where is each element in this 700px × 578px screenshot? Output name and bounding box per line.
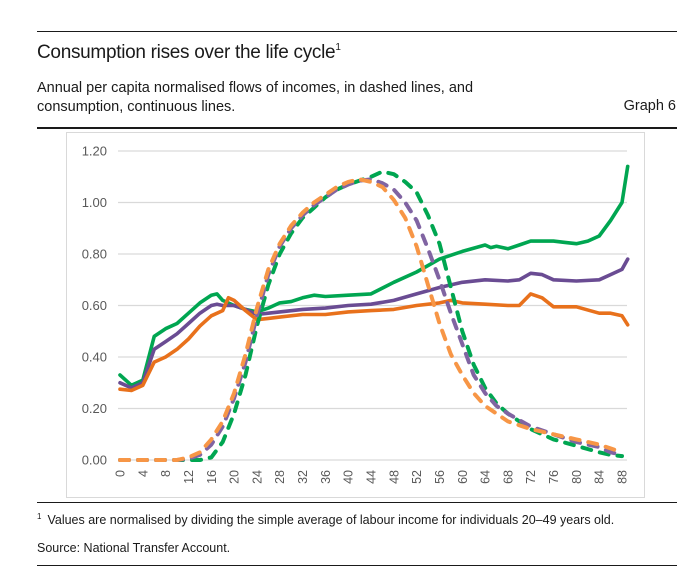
x-tick-label: 84 <box>593 470 607 484</box>
chart-title: Consumption rises over the life cycle1 <box>37 42 341 64</box>
x-tick-label: 64 <box>479 470 493 484</box>
y-tick-label: 0.40 <box>82 350 107 365</box>
footnote-marker: 1 <box>37 512 42 521</box>
chart-title-text: Consumption rises over the life cycle <box>37 42 336 63</box>
x-tick-label: 24 <box>250 470 264 484</box>
x-tick-label: 88 <box>616 470 630 484</box>
series-line-consumption-green <box>118 164 630 388</box>
footer-bottom-rule <box>37 565 677 566</box>
x-tick-label: 48 <box>387 470 401 484</box>
graph-number-label: Graph 6 <box>623 98 676 114</box>
x-tick-label: 0 <box>114 470 128 477</box>
x-tick-label: 56 <box>433 470 447 484</box>
x-tick-label: 60 <box>456 470 470 484</box>
chart-subtitle: Annual per capita normalised flows of in… <box>37 80 474 115</box>
x-tick-label: 28 <box>273 470 287 484</box>
x-tick-label: 52 <box>410 470 424 484</box>
series-lines <box>118 164 630 462</box>
y-tick-label: 0.20 <box>82 401 107 416</box>
footnote-text: Values are normalised by dividing the si… <box>47 513 615 528</box>
x-tick-label: 8 <box>159 470 173 477</box>
gridlines <box>118 150 627 461</box>
x-tick-label: 68 <box>501 470 515 484</box>
y-tick-label: 1.20 <box>82 144 107 159</box>
series-line-consumption-orange <box>118 292 630 393</box>
footnote: 1 Values are normalised by dividing the s… <box>37 512 614 527</box>
x-tick-label: 44 <box>365 470 379 484</box>
x-tick-label: 16 <box>205 470 219 484</box>
header-rule <box>37 127 677 129</box>
title-footnote-marker: 1 <box>335 41 341 53</box>
top-rule <box>37 31 677 32</box>
x-tick-label: 72 <box>524 470 538 484</box>
x-tick-label: 20 <box>228 470 242 484</box>
x-tick-label: 4 <box>136 470 150 477</box>
x-tick-label: 76 <box>547 470 561 484</box>
y-tick-label: 0.00 <box>82 453 107 468</box>
x-tick-label: 32 <box>296 470 310 484</box>
x-tick-label: 80 <box>570 470 584 484</box>
series-line-consumption-purple <box>118 257 630 390</box>
x-axis-ticks: 0 4 8 12 16 20 24 28 32 36 40 44 48 52 56 60 64 68 72 76 80 8… <box>114 470 630 484</box>
y-tick-label: 0.60 <box>82 298 107 313</box>
footer-top-rule <box>37 502 677 503</box>
x-tick-label: 12 <box>182 470 196 484</box>
x-tick-label: 36 <box>319 470 333 484</box>
y-tick-label: 0.80 <box>82 247 107 262</box>
source-note: Source: National Transfer Account. <box>37 541 231 555</box>
y-tick-label: 1.00 <box>82 195 107 210</box>
x-tick-label: 40 <box>342 470 356 484</box>
y-axis-ticks: 0.00 0.20 0.40 0.60 0.80 1.00 1.20 <box>82 144 107 468</box>
series-line-income-orange-dashed <box>118 177 624 462</box>
